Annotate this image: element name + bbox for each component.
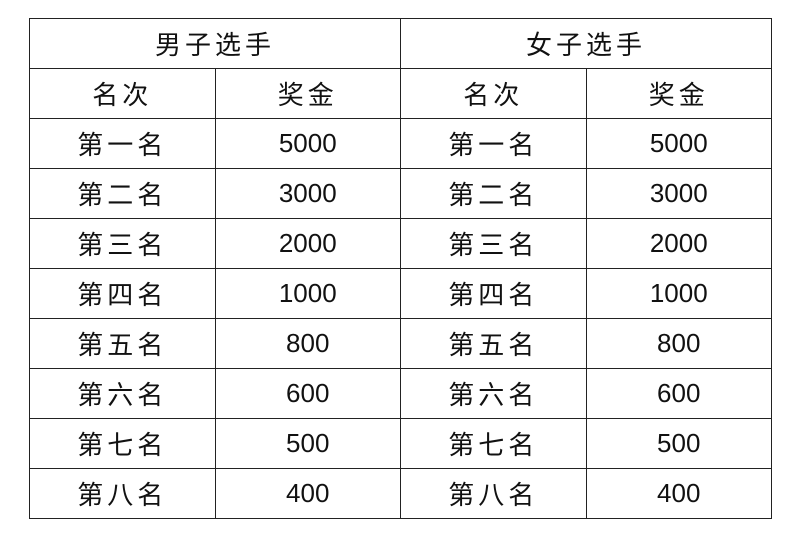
men-prize-header: 奖金 (214, 68, 401, 119)
women-prize-cell: 1000 (585, 268, 772, 319)
men-prize-cell: 2000 (214, 218, 401, 269)
men-rank-cell: 第六名 (29, 368, 216, 419)
prize-table: 男子选手 女子选手 名次 奖金 名次 奖金 第一名 5000 第一名 5000 第二名 3… (29, 18, 772, 519)
men-rank-cell: 第五名 (29, 318, 216, 369)
men-prize-cell: 5000 (214, 118, 401, 169)
women-prize-cell: 600 (585, 368, 772, 419)
table-row: 第三名 2000 第三名 2000 (29, 218, 772, 269)
women-rank-cell: 第八名 (400, 468, 587, 519)
table-row: 第四名 1000 第四名 1000 (29, 268, 772, 319)
men-rank-cell: 第八名 (29, 468, 216, 519)
women-rank-cell: 第四名 (400, 268, 587, 319)
women-rank-cell: 第一名 (400, 118, 587, 169)
column-header-row: 名次 奖金 名次 奖金 (29, 68, 772, 119)
men-prize-cell: 800 (214, 318, 401, 369)
women-prize-cell: 2000 (585, 218, 772, 269)
men-prize-cell: 500 (214, 418, 401, 469)
women-prize-cell: 3000 (585, 168, 772, 219)
table-row: 第五名 800 第五名 800 (29, 318, 772, 369)
men-prize-cell: 400 (214, 468, 401, 519)
women-rank-header: 名次 (400, 68, 587, 119)
women-rank-cell: 第五名 (400, 318, 587, 369)
men-prize-cell: 3000 (214, 168, 401, 219)
men-group-header: 男子选手 (29, 18, 401, 69)
group-header-row: 男子选手 女子选手 (29, 18, 772, 69)
table-row: 第八名 400 第八名 400 (29, 468, 772, 519)
women-rank-cell: 第三名 (400, 218, 587, 269)
women-prize-cell: 500 (585, 418, 772, 469)
men-rank-cell: 第七名 (29, 418, 216, 469)
men-prize-cell: 1000 (214, 268, 401, 319)
table-row: 第六名 600 第六名 600 (29, 368, 772, 419)
women-prize-cell: 800 (585, 318, 772, 369)
women-rank-cell: 第七名 (400, 418, 587, 469)
men-prize-cell: 600 (214, 368, 401, 419)
table-body: 第一名 5000 第一名 5000 第二名 3000 第二名 3000 第三名 2000 第三名 20… (29, 118, 772, 519)
men-rank-cell: 第二名 (29, 168, 216, 219)
women-prize-cell: 400 (585, 468, 772, 519)
women-group-header: 女子选手 (400, 18, 772, 69)
men-rank-cell: 第一名 (29, 118, 216, 169)
men-rank-cell: 第四名 (29, 268, 216, 319)
men-rank-cell: 第三名 (29, 218, 216, 269)
men-rank-header: 名次 (29, 68, 216, 119)
table-row: 第七名 500 第七名 500 (29, 418, 772, 469)
women-prize-header: 奖金 (585, 68, 772, 119)
women-rank-cell: 第二名 (400, 168, 587, 219)
table-row: 第二名 3000 第二名 3000 (29, 168, 772, 219)
table-row: 第一名 5000 第一名 5000 (29, 118, 772, 169)
women-prize-cell: 5000 (585, 118, 772, 169)
women-rank-cell: 第六名 (400, 368, 587, 419)
